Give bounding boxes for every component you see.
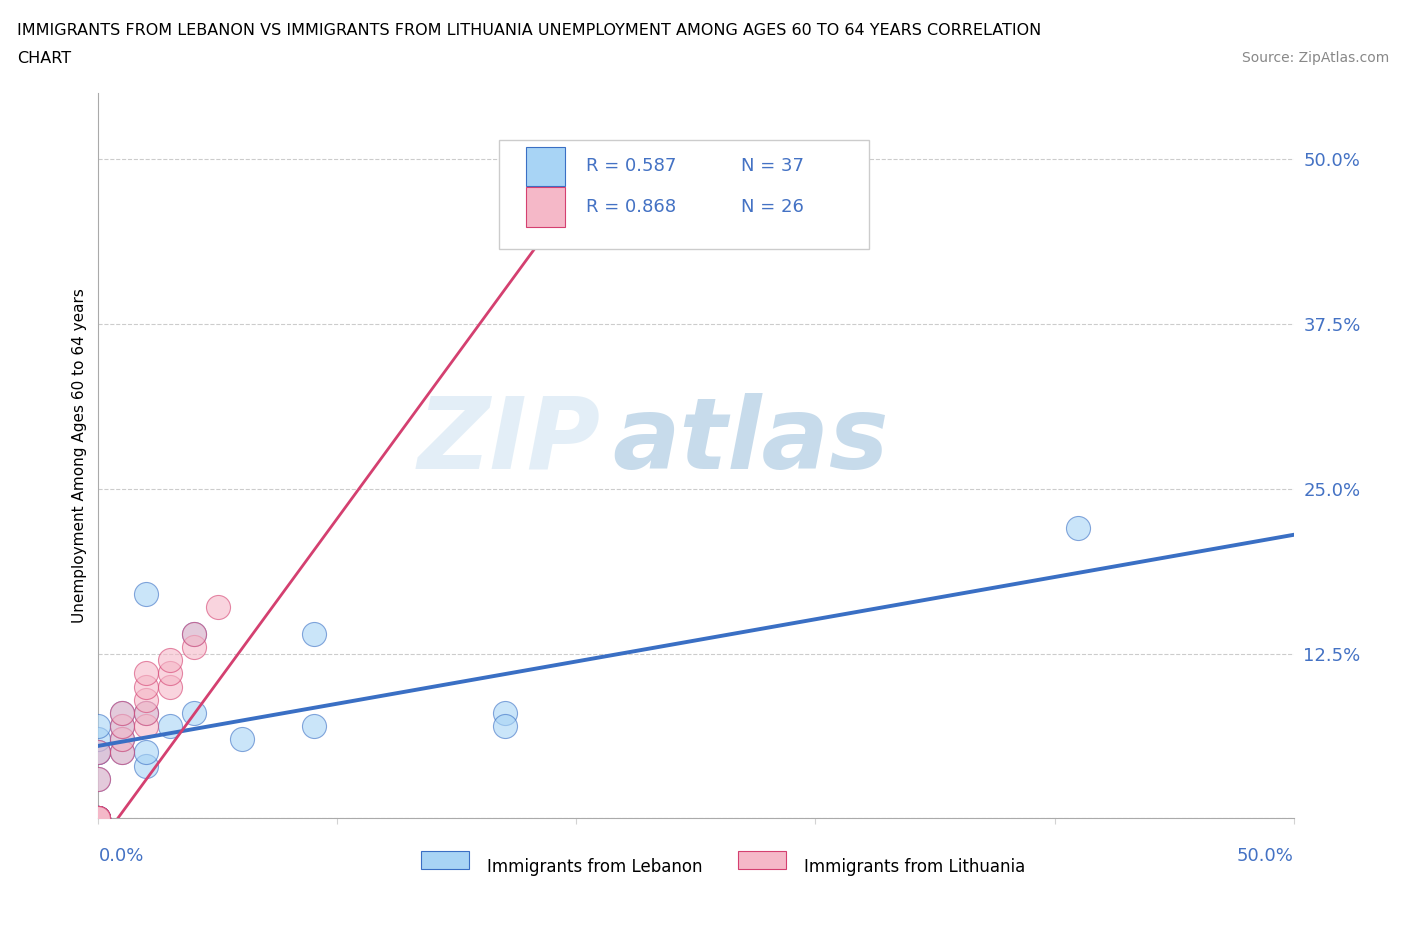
Point xyxy=(111,732,134,747)
Point xyxy=(494,706,516,721)
Text: R = 0.587: R = 0.587 xyxy=(586,157,676,176)
Point xyxy=(302,626,325,641)
Text: IMMIGRANTS FROM LEBANON VS IMMIGRANTS FROM LITHUANIA UNEMPLOYMENT AMONG AGES 60 : IMMIGRANTS FROM LEBANON VS IMMIGRANTS FR… xyxy=(17,23,1040,38)
Point xyxy=(87,771,110,786)
Point xyxy=(87,811,110,826)
Point xyxy=(159,719,181,734)
FancyBboxPatch shape xyxy=(526,147,565,186)
Text: ZIP: ZIP xyxy=(418,392,600,490)
Point xyxy=(135,706,157,721)
Point xyxy=(111,706,134,721)
Point xyxy=(135,758,157,773)
Point xyxy=(87,811,110,826)
Point xyxy=(87,732,110,747)
FancyBboxPatch shape xyxy=(422,851,470,870)
Point xyxy=(135,587,157,602)
Point xyxy=(87,811,110,826)
Point xyxy=(87,811,110,826)
Point xyxy=(87,745,110,760)
Point xyxy=(87,811,110,826)
Point xyxy=(135,692,157,707)
Point xyxy=(159,679,181,694)
Point xyxy=(183,706,205,721)
Point xyxy=(87,771,110,786)
Text: 50.0%: 50.0% xyxy=(1237,847,1294,866)
Point xyxy=(1067,521,1090,536)
Point xyxy=(111,732,134,747)
Point xyxy=(589,152,612,166)
Point xyxy=(111,719,134,734)
Point xyxy=(135,706,157,721)
Point xyxy=(135,666,157,681)
Point xyxy=(494,719,516,734)
FancyBboxPatch shape xyxy=(499,140,869,249)
Y-axis label: Unemployment Among Ages 60 to 64 years: Unemployment Among Ages 60 to 64 years xyxy=(72,288,87,623)
Point xyxy=(111,745,134,760)
Text: Source: ZipAtlas.com: Source: ZipAtlas.com xyxy=(1241,51,1389,65)
Point xyxy=(87,811,110,826)
Text: Immigrants from Lebanon: Immigrants from Lebanon xyxy=(486,858,703,876)
Text: 0.0%: 0.0% xyxy=(98,847,143,866)
Point xyxy=(87,811,110,826)
FancyBboxPatch shape xyxy=(738,851,786,870)
Point xyxy=(159,666,181,681)
Point xyxy=(183,640,205,655)
Point xyxy=(87,719,110,734)
Text: N = 26: N = 26 xyxy=(741,198,804,216)
Point xyxy=(135,679,157,694)
Point xyxy=(231,732,253,747)
Point xyxy=(87,811,110,826)
FancyBboxPatch shape xyxy=(526,187,565,227)
Point xyxy=(87,811,110,826)
Text: atlas: atlas xyxy=(613,392,889,490)
Point xyxy=(87,811,110,826)
Point xyxy=(183,626,205,641)
Point xyxy=(111,719,134,734)
Text: N = 37: N = 37 xyxy=(741,157,804,176)
Point xyxy=(87,811,110,826)
Point xyxy=(135,745,157,760)
Text: CHART: CHART xyxy=(17,51,70,66)
Point xyxy=(87,745,110,760)
Point xyxy=(207,600,229,615)
Point xyxy=(302,719,325,734)
Point xyxy=(183,626,205,641)
Text: R = 0.868: R = 0.868 xyxy=(586,198,676,216)
Point xyxy=(111,706,134,721)
Point xyxy=(87,811,110,826)
Point xyxy=(135,719,157,734)
Text: Immigrants from Lithuania: Immigrants from Lithuania xyxy=(804,858,1025,876)
Point xyxy=(87,811,110,826)
Point xyxy=(87,745,110,760)
Point xyxy=(159,653,181,668)
Point xyxy=(111,745,134,760)
